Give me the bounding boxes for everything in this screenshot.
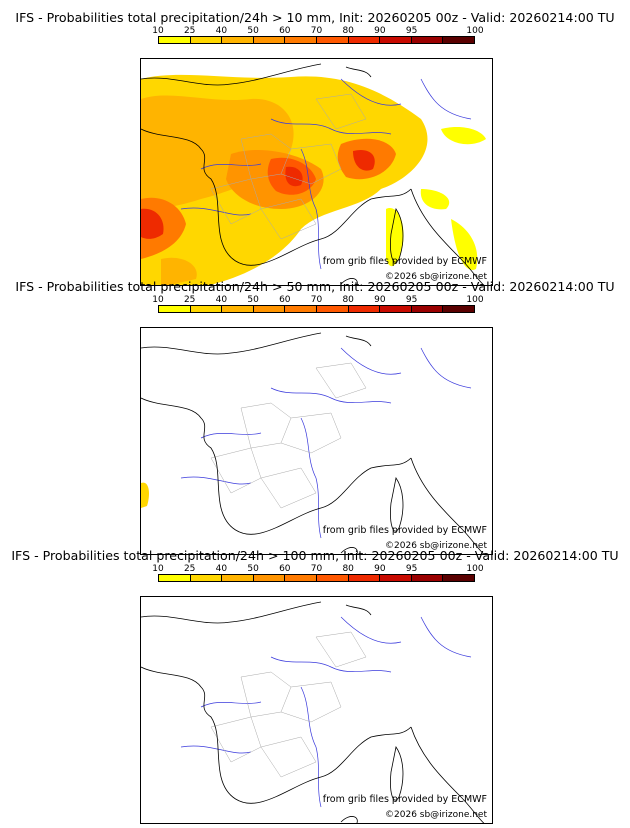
admin-borders bbox=[210, 362, 367, 509]
precip-probability-fill bbox=[141, 74, 486, 285]
map-10mm: from grib files provided by ECMWF ©2026 … bbox=[140, 58, 493, 286]
colorbar-labels: 10 25 40 50 60 70 80 90 95 100 bbox=[0, 26, 630, 36]
colorbar-segment bbox=[190, 306, 223, 312]
colorbar-tick-label: 60 bbox=[279, 564, 291, 574]
colorbar bbox=[158, 36, 475, 44]
coastline bbox=[141, 63, 485, 285]
colorbar-segment bbox=[443, 37, 474, 43]
rivers bbox=[180, 616, 472, 808]
rivers bbox=[180, 78, 472, 270]
colorbar-segment bbox=[222, 306, 254, 312]
colorbar-segment bbox=[190, 575, 223, 581]
colorbar-tick-label: 100 bbox=[466, 26, 484, 36]
colorbar-segment bbox=[285, 306, 317, 312]
colorbar bbox=[158, 305, 475, 313]
colorbar-tick-label: 10 bbox=[152, 564, 164, 574]
colorbar-segment bbox=[253, 306, 286, 312]
colorbar-tick-label: 25 bbox=[183, 564, 196, 574]
map-50mm: from grib files provided by ECMWF ©2026 … bbox=[140, 327, 493, 555]
colorbar-segment bbox=[380, 575, 412, 581]
colorbar-segment bbox=[411, 306, 444, 312]
panel-10mm: IFS - Probabilities total precipitation/… bbox=[0, 10, 630, 286]
colorbar-tick-label: 95 bbox=[405, 295, 418, 305]
colorbar-segment bbox=[411, 37, 444, 43]
colorbar-tick-label: 40 bbox=[215, 295, 228, 305]
colorbar-tick-label: 40 bbox=[215, 564, 228, 574]
colorbar-tick-label: 80 bbox=[342, 26, 354, 36]
colorbar-tick-label: 80 bbox=[342, 564, 354, 574]
colorbar-segment bbox=[159, 37, 191, 43]
colorbar-segment bbox=[316, 306, 349, 312]
colorbar-segment bbox=[253, 37, 286, 43]
colorbar-segment bbox=[159, 306, 191, 312]
admin-borders bbox=[210, 93, 367, 240]
colorbar-tick-label: 10 bbox=[152, 26, 164, 36]
colorbar-tick-label: 90 bbox=[374, 564, 386, 574]
credit-ecmwf: from grib files provided by ECMWF bbox=[322, 794, 487, 805]
colorbar-tick-label: 50 bbox=[247, 26, 259, 36]
colorbar-tick-label: 95 bbox=[405, 564, 418, 574]
colorbar-segment bbox=[380, 306, 412, 312]
colorbar-tick-label: 100 bbox=[466, 295, 484, 305]
colorbar-segment bbox=[443, 306, 474, 312]
colorbar-tick-label: 95 bbox=[405, 26, 418, 36]
colorbar-tick-label: 70 bbox=[310, 26, 323, 36]
colorbar-tick-label: 25 bbox=[183, 26, 196, 36]
credit-copyright: ©2026 sb@irizone.net bbox=[385, 810, 487, 820]
colorbar-segment bbox=[348, 575, 381, 581]
rivers bbox=[180, 347, 472, 539]
colorbar-tick-label: 60 bbox=[279, 26, 291, 36]
colorbar-tick-label: 100 bbox=[466, 564, 484, 574]
colorbar-tick-label: 90 bbox=[374, 295, 386, 305]
map-100mm: from grib files provided by ECMWF ©2026 … bbox=[140, 596, 493, 824]
panel-100mm: IFS - Probabilities total precipitation/… bbox=[0, 548, 630, 824]
colorbar-tick-label: 40 bbox=[215, 26, 228, 36]
colorbar-segment bbox=[159, 575, 191, 581]
colorbar-segment bbox=[411, 575, 444, 581]
admin-borders bbox=[210, 631, 367, 778]
panel-50mm: IFS - Probabilities total precipitation/… bbox=[0, 279, 630, 555]
panel-title: IFS - Probabilities total precipitation/… bbox=[15, 10, 615, 25]
colorbar-segment bbox=[253, 575, 286, 581]
colorbar-tick-label: 50 bbox=[247, 564, 259, 574]
colorbar bbox=[158, 574, 475, 582]
colorbar-tick-label: 10 bbox=[152, 295, 164, 305]
colorbar-segment bbox=[316, 37, 349, 43]
credit-ecmwf: from grib files provided by ECMWF bbox=[322, 525, 487, 536]
colorbar-tick-label: 80 bbox=[342, 295, 354, 305]
colorbar-tick-label: 90 bbox=[374, 26, 386, 36]
colorbar-labels: 10 25 40 50 60 70 80 90 95 100 bbox=[0, 564, 630, 574]
panel-title: IFS - Probabilities total precipitation/… bbox=[11, 548, 619, 563]
credit-copyright: ©2026 sb@irizone.net bbox=[385, 272, 487, 282]
colorbar-segment bbox=[190, 37, 223, 43]
credit-copyright: ©2026 sb@irizone.net bbox=[385, 541, 487, 551]
panel-title: IFS - Probabilities total precipitation/… bbox=[15, 279, 615, 294]
colorbar-segment bbox=[285, 37, 317, 43]
colorbar-tick-label: 70 bbox=[310, 564, 323, 574]
coastline bbox=[141, 601, 485, 823]
colorbar-segment bbox=[348, 306, 381, 312]
colorbar-labels: 10 25 40 50 60 70 80 90 95 100 bbox=[0, 295, 630, 305]
colorbar-tick-label: 70 bbox=[310, 295, 323, 305]
colorbar-tick-label: 60 bbox=[279, 295, 291, 305]
coastline bbox=[141, 332, 485, 554]
colorbar-segment bbox=[380, 37, 412, 43]
colorbar-segment bbox=[348, 37, 381, 43]
colorbar-segment bbox=[443, 575, 474, 581]
credit-ecmwf: from grib files provided by ECMWF bbox=[322, 256, 487, 267]
colorbar-tick-label: 50 bbox=[247, 295, 259, 305]
precip-probability-fill bbox=[141, 482, 149, 508]
colorbar-segment bbox=[222, 575, 254, 581]
colorbar-segment bbox=[316, 575, 349, 581]
colorbar-tick-label: 25 bbox=[183, 295, 196, 305]
colorbar-segment bbox=[285, 575, 317, 581]
colorbar-segment bbox=[222, 37, 254, 43]
